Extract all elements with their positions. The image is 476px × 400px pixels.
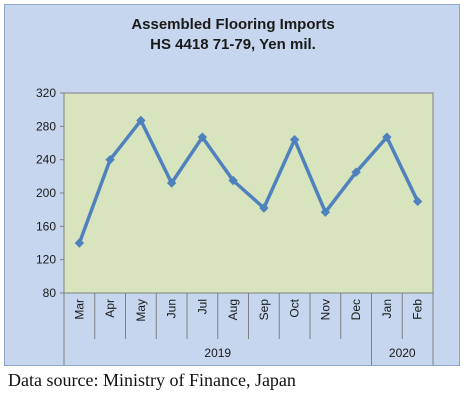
x-tick-label: Apr bbox=[103, 299, 117, 318]
chart-title-line-1: Assembled Flooring Imports bbox=[131, 16, 335, 33]
data-point bbox=[259, 203, 269, 213]
x-tick-label: Oct bbox=[288, 298, 302, 317]
x-tick-label: Nov bbox=[318, 299, 332, 320]
data-point bbox=[382, 132, 392, 142]
data-point bbox=[228, 175, 238, 186]
data-point bbox=[197, 132, 208, 142]
line-chart: 80 120 160 200 240 280 320 Mar Apr May Jun Jul Aug Se… bbox=[36, 86, 434, 365]
year-group-label: 2019 bbox=[204, 346, 231, 360]
chart-title-line-2: HS 4418 71-79, Yen mil. bbox=[150, 36, 316, 53]
y-tick-label: 160 bbox=[36, 219, 56, 233]
x-tick-label: Dec bbox=[349, 299, 363, 320]
data-point bbox=[136, 115, 146, 126]
x-tick-label: Aug bbox=[226, 299, 240, 320]
data-point bbox=[412, 196, 423, 207]
data-point bbox=[351, 167, 361, 177]
data-point bbox=[105, 154, 115, 165]
y-tick-label: 280 bbox=[36, 119, 56, 133]
x-tick-label: Mar bbox=[72, 299, 86, 320]
source-note: Data source: Ministry of Finance, Japan bbox=[8, 370, 296, 390]
x-tick-label: Jun bbox=[165, 299, 179, 318]
y-tick-label: 80 bbox=[43, 286, 57, 300]
series-line bbox=[77, 118, 420, 244]
data-point bbox=[74, 238, 85, 248]
y-tick-label: 120 bbox=[36, 253, 56, 267]
chart-title: Assembled Flooring Imports HS 4418 71-79… bbox=[5, 15, 461, 55]
data-point bbox=[166, 178, 177, 188]
chart-frame: Assembled Flooring Imports HS 4418 71-79… bbox=[4, 4, 460, 366]
data-point bbox=[289, 134, 300, 145]
x-tick-label: Sep bbox=[257, 299, 271, 321]
y-tick-label: 200 bbox=[36, 186, 56, 200]
y-tick-label: 320 bbox=[36, 86, 56, 100]
x-tick-label: Jul bbox=[195, 299, 209, 314]
y-tick-label: 240 bbox=[36, 153, 56, 167]
data-point bbox=[320, 207, 331, 217]
x-tick-label: May bbox=[134, 299, 148, 322]
x-tick-label: Jan bbox=[380, 299, 394, 318]
year-group-label: 2020 bbox=[389, 346, 416, 360]
x-tick-label: Feb bbox=[411, 299, 425, 320]
